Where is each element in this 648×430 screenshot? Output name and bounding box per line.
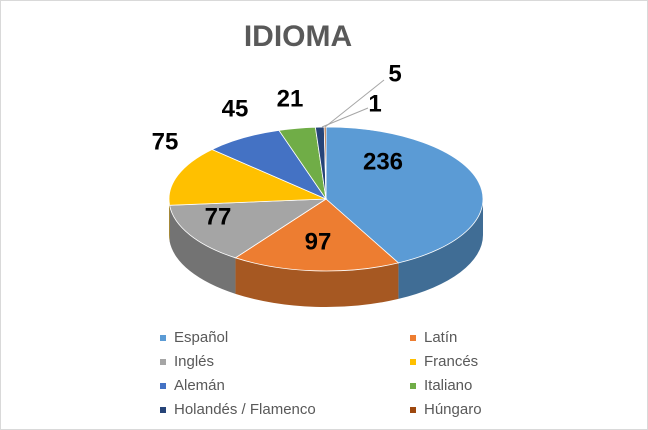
legend-marker xyxy=(410,335,416,341)
data-label: 1 xyxy=(368,90,381,117)
data-labels: 236 97 77 75 45 21 51 xyxy=(152,60,403,255)
pie-side xyxy=(169,205,236,294)
data-label: 97 xyxy=(305,228,332,255)
legend-label: Español xyxy=(174,329,228,346)
pie-side xyxy=(235,257,399,307)
data-label: 5 xyxy=(388,60,401,87)
legend-marker xyxy=(160,407,166,413)
data-label: 75 xyxy=(152,128,179,155)
leader-line xyxy=(321,107,369,128)
data-label: 236 xyxy=(363,148,403,175)
legend-label: Alemán xyxy=(174,377,225,394)
pie-slice xyxy=(234,198,400,272)
legend-label: Francés xyxy=(424,353,478,370)
pie-side xyxy=(398,199,483,299)
leader-line xyxy=(324,79,385,128)
pie-slice xyxy=(325,126,484,264)
legend-marker xyxy=(410,383,416,389)
legend: Español Latín Inglés Francés Alemán Italiano H… xyxy=(160,329,482,418)
pie-slice xyxy=(169,198,328,259)
data-label: 21 xyxy=(277,85,304,112)
chart-title: IDIOMA xyxy=(244,20,352,53)
legend-marker xyxy=(410,359,416,365)
legend-label: Holandés / Flamenco xyxy=(174,401,316,418)
legend-label: Húngaro xyxy=(424,401,482,418)
legend-marker xyxy=(410,407,416,413)
data-label: 77 xyxy=(205,203,232,230)
data-label: 45 xyxy=(222,95,249,122)
legend-label: Inglés xyxy=(174,353,214,370)
legend-label: Italiano xyxy=(424,377,472,394)
legend-marker xyxy=(160,383,166,389)
pie-sides xyxy=(169,199,483,307)
pie-slice xyxy=(168,149,327,206)
legend-label: Latín xyxy=(424,329,457,346)
pie-tops xyxy=(168,126,484,272)
legend-marker xyxy=(160,335,166,341)
pie-side xyxy=(169,199,170,242)
legend-marker xyxy=(160,359,166,365)
